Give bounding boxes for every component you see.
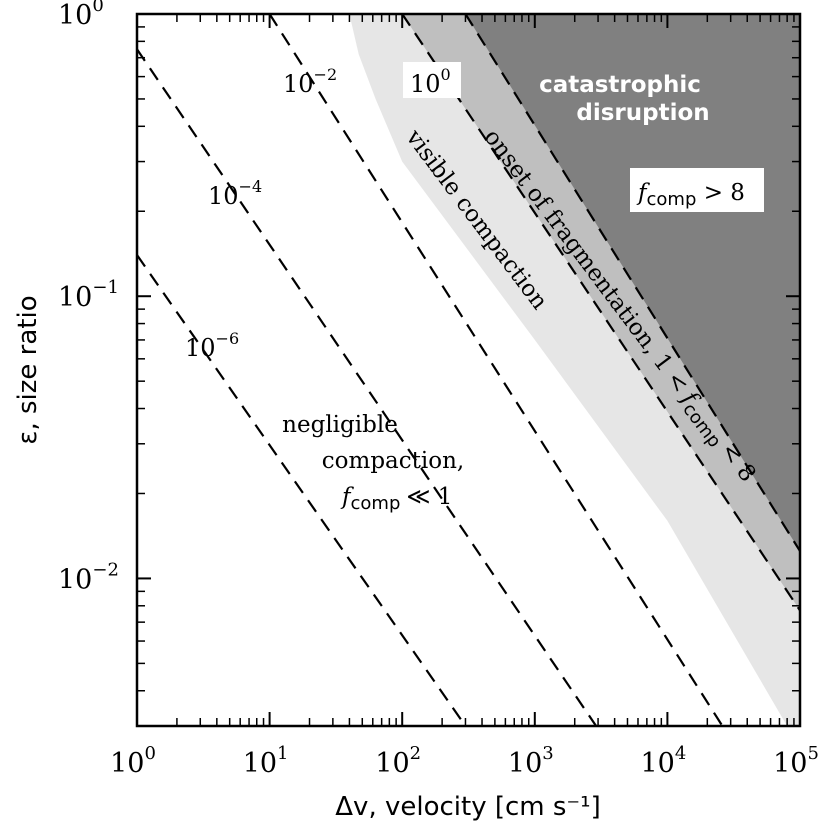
svg-text:10−4: 10−4: [208, 177, 262, 210]
contour-line-5: [464, 14, 800, 552]
x-tick-label: 103: [508, 743, 554, 779]
y-axis-title: ε, size ratio: [13, 295, 43, 444]
contour-line-4: [401, 14, 800, 612]
x-tick-labels: 100 101 102 103 104 105: [110, 743, 819, 779]
contour-label-1e-6: 10−6: [185, 329, 239, 362]
contour-label-1e-2: 10−2: [283, 65, 337, 98]
y-tick-label: 10−2: [58, 559, 119, 595]
svg-text:fcomp > 8: fcomp > 8: [636, 180, 745, 210]
svg-text:catastrophic: catastrophic: [539, 72, 701, 98]
svg-text:10−6: 10−6: [185, 329, 239, 362]
x-tick-label: 101: [243, 743, 289, 779]
svg-text:compaction,: compaction,: [322, 448, 464, 474]
x-minor-ticks: [176, 14, 795, 726]
x-axis-title: Δv, velocity [cm s⁻¹]: [335, 792, 600, 822]
contour-lines: [137, 14, 800, 726]
contour-label-1e-4: 10−4: [208, 177, 262, 210]
svg-text:fcomp≪ 1: fcomp ≪ 1: [340, 484, 452, 514]
annotation-catastrophic-disruption: catastrophic disruption: [539, 72, 710, 126]
x-tick-label: 104: [640, 743, 686, 779]
y-tick-label: 10−1: [58, 277, 119, 313]
annotation-negligible-compaction: negligible compaction, fcomp ≪ 1: [282, 412, 464, 514]
x-tick-label: 100: [110, 743, 156, 779]
contour-label-1e0: 100: [403, 62, 461, 98]
annotation-fcomp-gt-8: fcomp > 8: [630, 168, 764, 212]
x-tick-label: 102: [375, 743, 421, 779]
plot-frame: [135, 12, 802, 728]
contour-line-1: [137, 254, 467, 726]
y-tick-label: 100: [58, 0, 104, 31]
svg-text:100: 100: [410, 65, 451, 98]
svg-text:negligible: negligible: [282, 412, 398, 438]
region-catastrophic-disruption: [465, 14, 800, 552]
contour-line-3: [268, 14, 724, 726]
y-tick-labels: 100 10−1 10−2: [58, 0, 119, 595]
svg-text:disruption: disruption: [576, 100, 709, 126]
x-tick-label: 105: [773, 743, 819, 779]
svg-text:10−2: 10−2: [283, 65, 337, 98]
